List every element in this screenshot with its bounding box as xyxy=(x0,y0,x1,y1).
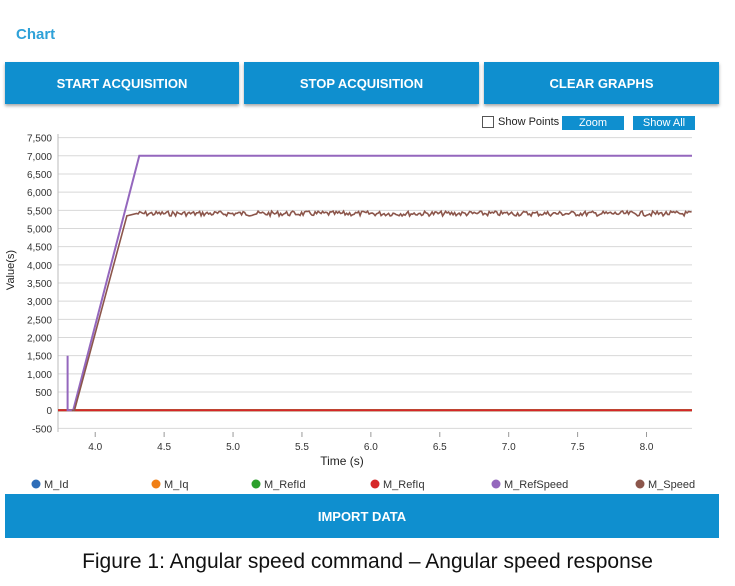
x-tick-label: 8.0 xyxy=(640,442,654,453)
legend-marker[interactable] xyxy=(370,479,380,489)
legend-label[interactable]: M_RefSpeed xyxy=(504,479,568,491)
import-data-button[interactable]: IMPORT DATA xyxy=(5,494,719,538)
show-points-label: Show Points xyxy=(498,116,560,128)
stop-acquisition-button[interactable]: STOP ACQUISITION xyxy=(244,62,479,104)
y-tick-label: 500 xyxy=(35,388,52,399)
legend-marker[interactable] xyxy=(251,479,261,489)
x-tick-label: 4.5 xyxy=(157,442,171,453)
x-tick-label: 6.0 xyxy=(364,442,378,453)
x-tick-label: 6.5 xyxy=(433,442,447,453)
y-tick-label: 4,000 xyxy=(27,261,52,272)
show-all-button[interactable]: Show All xyxy=(633,116,695,130)
show-points-checkbox[interactable] xyxy=(482,116,494,128)
legend-label[interactable]: M_Speed xyxy=(648,479,695,491)
legend-label[interactable]: M_RefId xyxy=(264,479,306,491)
show-points-control[interactable]: Show Points xyxy=(482,116,559,128)
zoom-button[interactable]: Zoom xyxy=(562,116,624,130)
panel-title: Chart xyxy=(16,26,56,43)
y-axis-ticks: 7,500 7,000 6,500 6,000 5,500 5,000 4,500 4,000… xyxy=(27,134,52,436)
x-axis-ticks: 4.0 4.5 5.0 5.5 6.0 6.5 7.0 7.5 8.0 xyxy=(88,432,654,453)
y-tick-label: 6,000 xyxy=(27,188,52,199)
legend-label[interactable]: M_Iq xyxy=(164,479,188,491)
legend-marker[interactable] xyxy=(31,479,41,489)
legend-label[interactable]: M_Id xyxy=(44,479,68,491)
line-chart: 7,500 7,000 6,500 6,000 5,500 5,000 4,500 4,000… xyxy=(5,134,695,491)
clear-graphs-button[interactable]: CLEAR GRAPHS xyxy=(484,62,719,104)
x-tick-label: 5.0 xyxy=(226,442,240,453)
y-tick-label: 5,000 xyxy=(27,224,52,235)
y-tick-label: 1,500 xyxy=(27,352,52,363)
y-tick-label: 0 xyxy=(46,406,52,417)
x-tick-label: 5.5 xyxy=(295,442,309,453)
legend-marker[interactable] xyxy=(635,479,645,489)
x-tick-label: 4.0 xyxy=(88,442,102,453)
series-line-m-refspeed xyxy=(66,154,692,412)
legend-marker[interactable] xyxy=(491,479,501,489)
figure-caption: Figure 1: Angular speed command – Angula… xyxy=(82,550,653,573)
legend-marker[interactable] xyxy=(151,479,161,489)
y-tick-label: -500 xyxy=(32,424,52,435)
y-tick-label: 3,000 xyxy=(27,297,52,308)
chart-grid xyxy=(57,134,692,432)
y-tick-label: 3,500 xyxy=(27,279,52,290)
y-tick-label: 5,500 xyxy=(27,206,52,217)
chart-panel: Chart START ACQUISITION STOP ACQUISITION… xyxy=(5,26,719,538)
y-tick-label: 4,500 xyxy=(27,243,52,254)
series-line-m-speed xyxy=(71,209,692,412)
y-tick-label: 1,000 xyxy=(27,370,52,381)
y-tick-label: 6,500 xyxy=(27,170,52,181)
chart-series xyxy=(58,154,692,412)
start-acquisition-button[interactable]: START ACQUISITION xyxy=(5,62,239,104)
x-tick-label: 7.0 xyxy=(502,442,516,453)
chart-legend: M_Id M_Iq M_RefId M_RefIq M_RefSpeed M_Speed xyxy=(31,479,695,491)
y-tick-label: 7,000 xyxy=(27,152,52,163)
y-tick-label: 7,500 xyxy=(27,134,52,145)
y-tick-label: 2,000 xyxy=(27,334,52,345)
x-tick-label: 7.5 xyxy=(571,442,585,453)
y-tick-label: 2,500 xyxy=(27,315,52,326)
y-axis-label: Value(s) xyxy=(5,250,17,290)
legend-label[interactable]: M_RefIq xyxy=(383,479,425,491)
x-axis-label: Time (s) xyxy=(320,454,364,468)
